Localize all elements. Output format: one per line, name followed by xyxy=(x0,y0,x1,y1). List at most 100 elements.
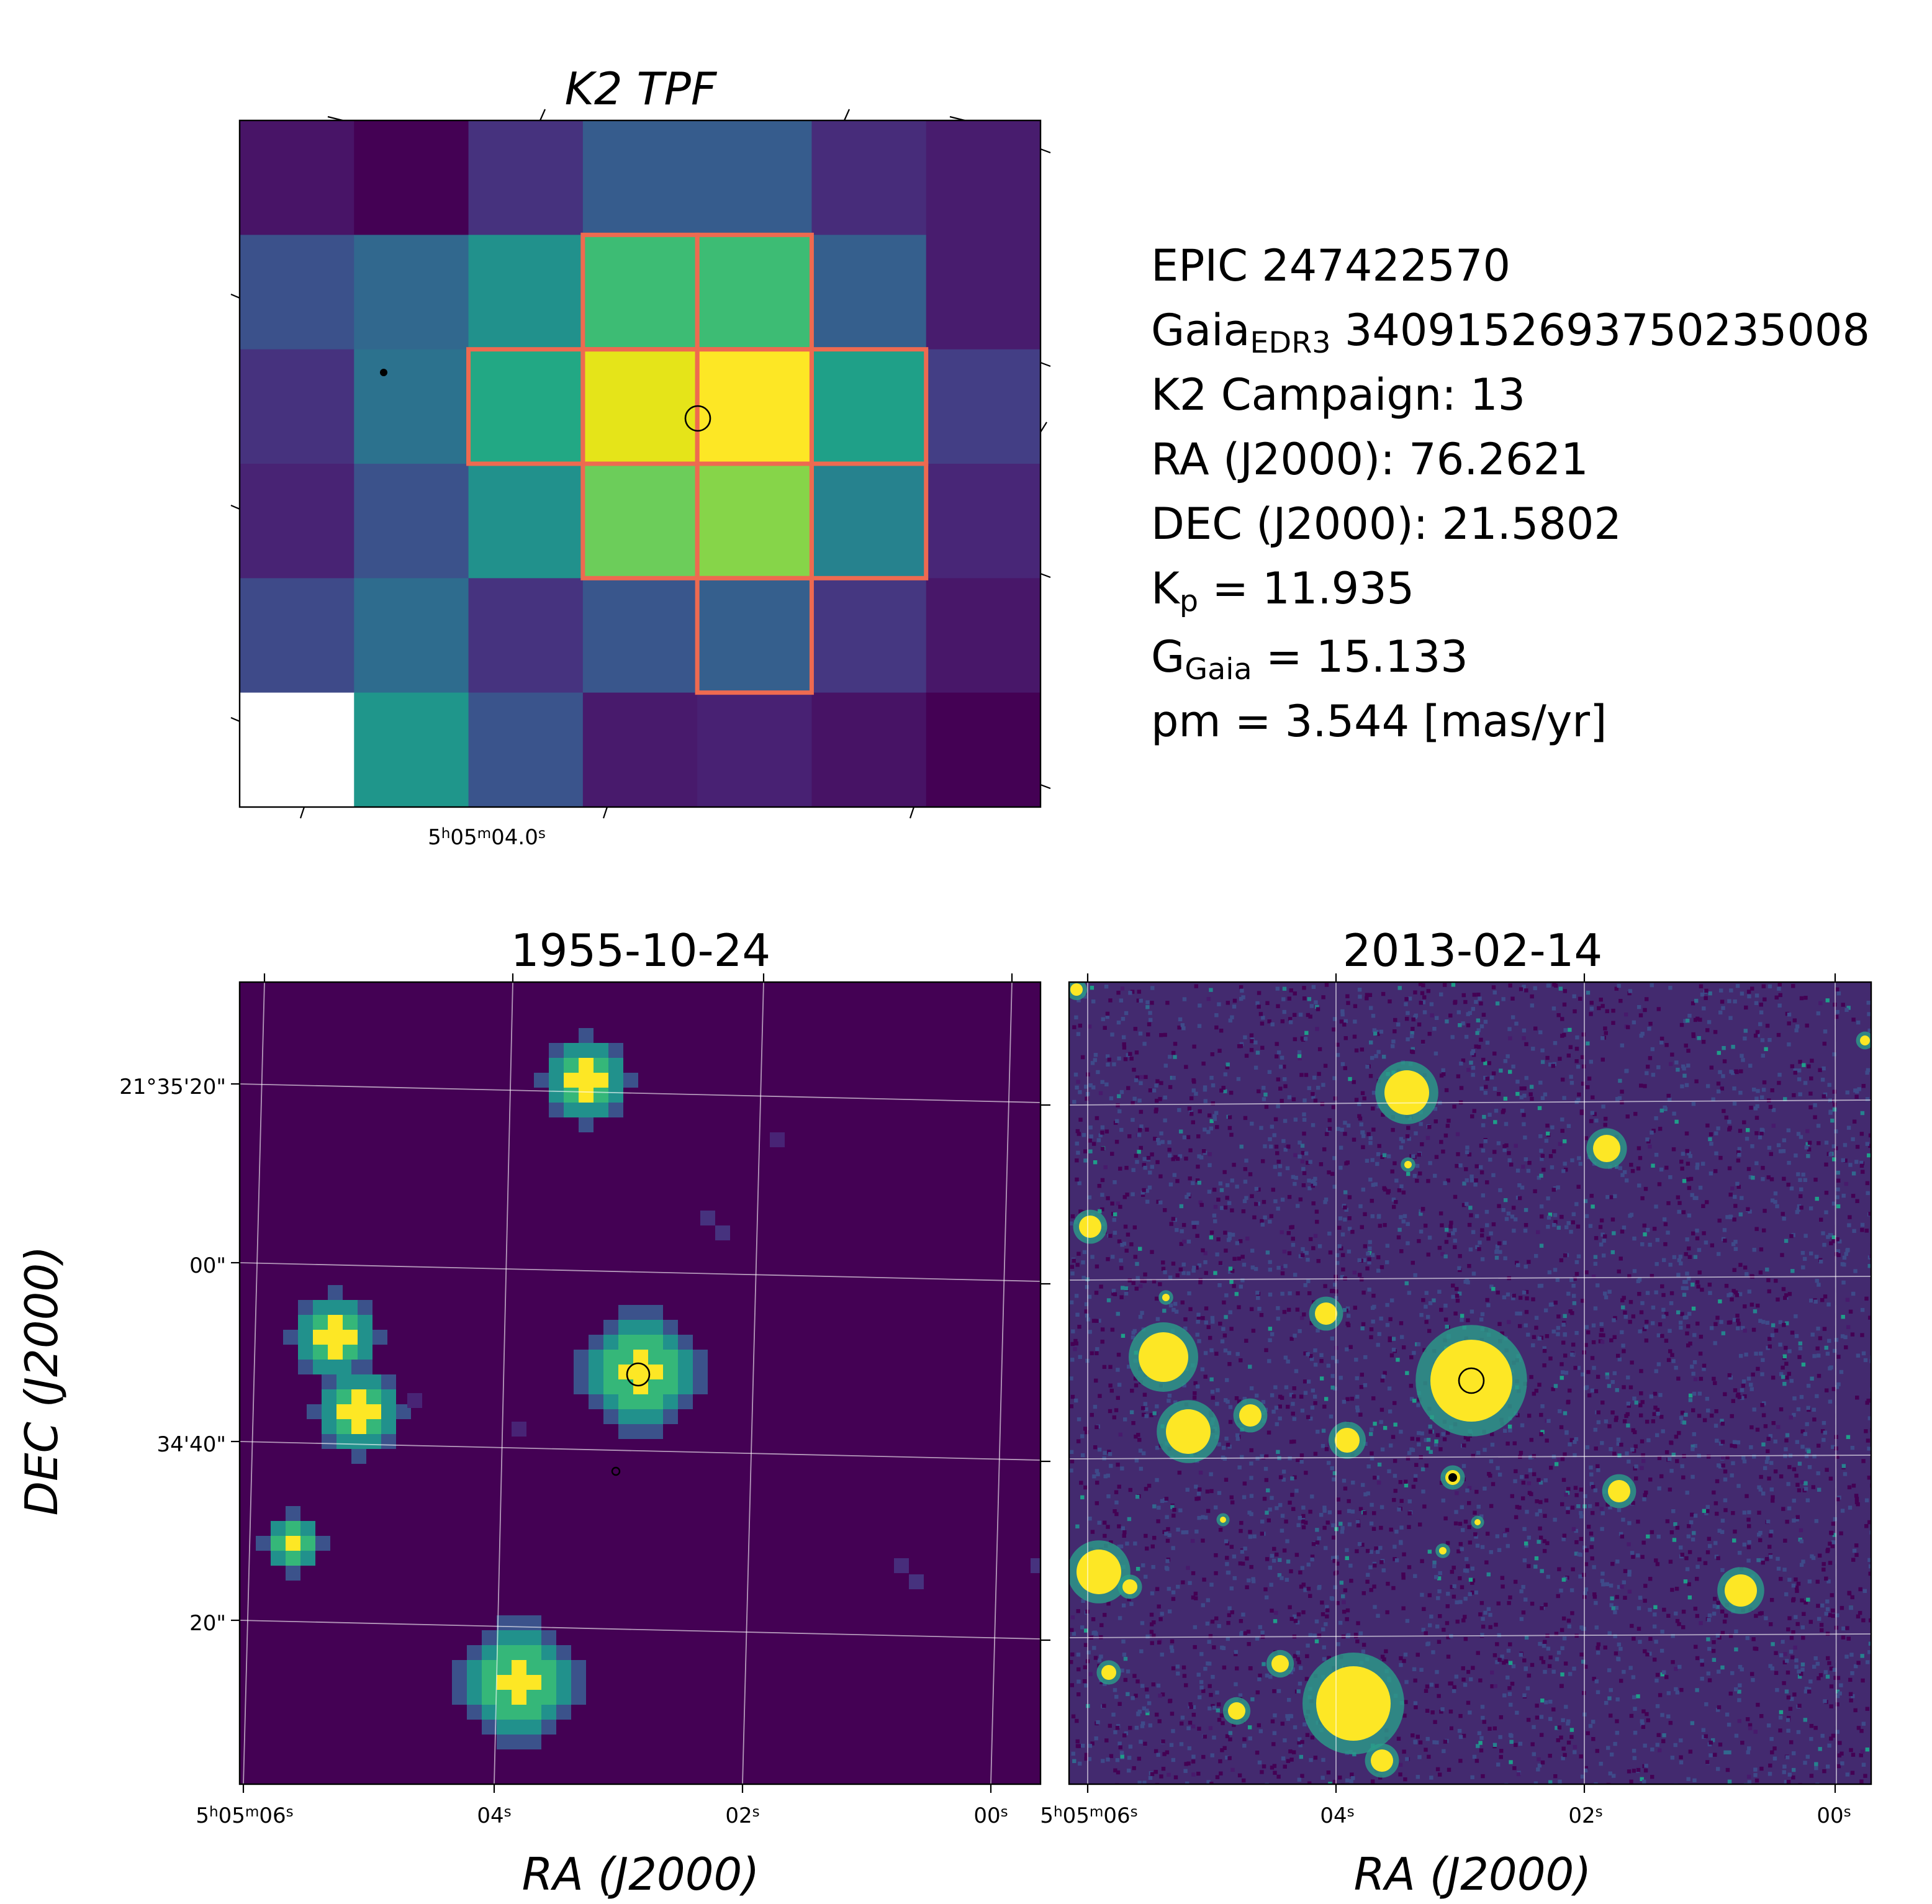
noise-pixel xyxy=(1761,1166,1765,1170)
noise-pixel xyxy=(1854,1160,1859,1164)
noise-pixel xyxy=(1100,1125,1105,1130)
noise-pixel xyxy=(1680,1166,1684,1171)
star-pixel xyxy=(574,1350,589,1365)
noise-pixel xyxy=(1371,1293,1376,1298)
noise-pixel xyxy=(1718,1299,1722,1304)
noise-pixel xyxy=(1070,1342,1075,1347)
star-pixel xyxy=(648,1350,663,1365)
noise-pixel xyxy=(1071,1329,1075,1333)
noise-pixel xyxy=(1650,983,1654,988)
noise-pixel xyxy=(1340,1232,1345,1237)
noise-pixel xyxy=(1620,1584,1624,1589)
noise-pixel xyxy=(1610,1596,1614,1600)
noise-pixel xyxy=(1234,1649,1238,1654)
noise-pixel xyxy=(1517,1196,1522,1201)
noise-pixel xyxy=(1561,1746,1566,1751)
noise-pixel xyxy=(1206,1325,1211,1329)
noise-pixel xyxy=(1560,1370,1565,1374)
tpf-pixel xyxy=(926,578,1041,693)
noise-pixel xyxy=(1848,1309,1853,1314)
noise-pixel xyxy=(1350,1396,1354,1401)
noise-pixel xyxy=(1615,1719,1619,1723)
noise-pixel xyxy=(1600,1401,1605,1405)
noise-pixel xyxy=(1525,1686,1530,1690)
noise-pixel xyxy=(1482,1114,1486,1119)
noise-pixel xyxy=(1429,1775,1433,1780)
noise-pixel xyxy=(1845,1090,1849,1094)
star-pixel xyxy=(313,1315,328,1330)
noise-pixel xyxy=(1632,1748,1636,1753)
noise-pixel xyxy=(1435,1016,1439,1021)
noise-pixel xyxy=(1103,1165,1108,1170)
noise-pixel xyxy=(1579,1754,1583,1759)
noise-pixel xyxy=(1563,1139,1567,1144)
noise-pixel xyxy=(1222,1300,1226,1305)
noise-pixel xyxy=(1686,1777,1690,1781)
noise-pixel xyxy=(1276,1050,1281,1055)
noise-pixel xyxy=(1738,1129,1743,1133)
noise-pixel xyxy=(1474,1535,1478,1539)
noise-pixel xyxy=(1293,1037,1298,1042)
noise-pixel xyxy=(1850,1671,1854,1676)
noise-pixel xyxy=(1797,1461,1802,1466)
noise-pixel xyxy=(1610,1410,1615,1415)
noise-pixel xyxy=(1799,1206,1803,1210)
noise-pixel xyxy=(1095,1351,1099,1355)
noise-pixel xyxy=(1677,1209,1681,1214)
noise-pixel xyxy=(1604,1031,1608,1035)
tpf-pixel xyxy=(468,578,584,693)
noise-pixel xyxy=(1553,1517,1557,1522)
noise-pixel xyxy=(1169,1645,1174,1649)
noise-pixel xyxy=(1530,994,1534,999)
star-pixel xyxy=(608,1073,623,1088)
noise-pixel xyxy=(1423,1224,1428,1228)
noise-pixel xyxy=(1538,1030,1543,1035)
noise-pixel xyxy=(1480,1228,1484,1232)
noise-pixel xyxy=(1564,1492,1568,1497)
noise-pixel xyxy=(1174,1309,1179,1314)
noise-pixel xyxy=(1851,1171,1856,1176)
noise-pixel xyxy=(1183,1769,1188,1773)
noise-pixel xyxy=(1455,1287,1459,1291)
noise-pixel xyxy=(1803,1718,1808,1722)
noise-pixel xyxy=(1779,1372,1784,1376)
aperture-cell xyxy=(695,575,814,695)
star-pixel xyxy=(497,1675,512,1690)
faint-pixel xyxy=(407,1393,422,1408)
noise-pixel xyxy=(1152,1088,1157,1093)
noise-pixel xyxy=(1343,1190,1348,1194)
noise-pixel xyxy=(1332,1017,1337,1021)
noise-pixel xyxy=(1668,1349,1672,1353)
noise-pixel xyxy=(1530,1003,1535,1008)
noise-pixel xyxy=(1556,1457,1561,1461)
noise-pixel xyxy=(1460,1314,1465,1318)
noise-pixel xyxy=(1854,1094,1859,1099)
noise-pixel xyxy=(1792,1767,1796,1772)
noise-pixel xyxy=(1499,1749,1504,1753)
noise-pixel xyxy=(1471,1666,1475,1670)
noise-pixel xyxy=(1547,1270,1552,1275)
noise-pixel xyxy=(1389,1353,1394,1358)
noise-pixel xyxy=(1869,1530,1871,1535)
noise-pixel xyxy=(1300,1408,1305,1413)
noise-pixel xyxy=(1095,1425,1099,1430)
noise-pixel xyxy=(1851,1558,1856,1562)
noise-pixel xyxy=(1273,1619,1278,1623)
noise-pixel xyxy=(1345,1347,1349,1351)
noise-pixel xyxy=(1393,1474,1397,1478)
noise-pixel xyxy=(1542,1363,1546,1368)
noise-pixel xyxy=(1679,1755,1683,1759)
noise-pixel xyxy=(1332,1156,1337,1160)
noise-pixel xyxy=(1835,1195,1839,1199)
noise-pixel xyxy=(1286,1559,1291,1564)
noise-pixel xyxy=(1707,1283,1712,1287)
noise-pixel xyxy=(1442,983,1447,987)
noise-pixel xyxy=(1453,999,1458,1004)
noise-pixel xyxy=(1669,1062,1673,1067)
noise-pixel xyxy=(1640,1719,1644,1723)
noise-pixel xyxy=(1126,1692,1130,1697)
noise-pixel xyxy=(1456,1074,1461,1078)
noise-pixel xyxy=(1206,1598,1211,1602)
noise-pixel xyxy=(1829,1736,1833,1741)
noise-pixel xyxy=(1142,1780,1147,1784)
